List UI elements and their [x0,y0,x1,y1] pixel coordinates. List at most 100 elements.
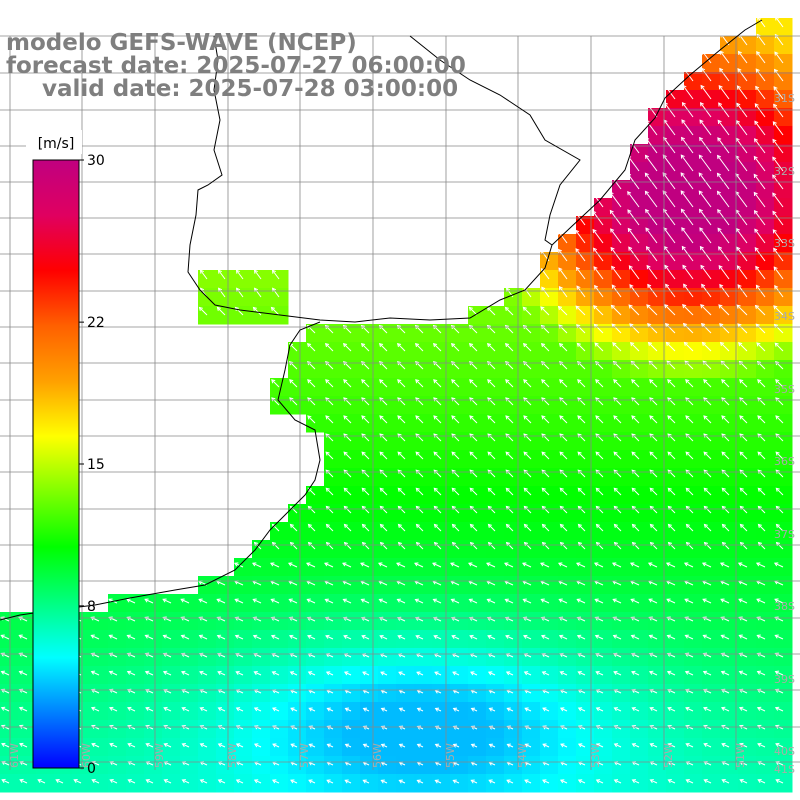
wind-speed-cell [648,144,667,163]
wind-arrow [756,562,766,568]
wind-speed-cell [522,558,541,577]
wind-arrow [684,562,694,568]
wind-speed-cell [558,288,577,307]
wind-arrow [1,634,10,640]
wind-arrow [680,190,694,208]
wind-arrow [613,451,622,460]
wind-arrow-head [774,724,780,729]
wind-arrow [702,342,712,352]
wind-arrow [650,524,658,532]
wind-arrow [398,524,406,532]
wind-arrow [397,397,406,406]
wind-arrow-head [666,652,672,657]
wind-arrow [630,342,640,352]
wind-arrow [469,307,478,316]
wind-speed-cell [288,702,307,721]
wind-arrow [722,542,730,550]
wind-speed-cell [630,288,649,307]
wind-arrow [254,288,262,298]
wind-arrow [344,506,352,514]
wind-arrow [632,707,640,712]
wind-arrow [91,707,100,712]
wind-arrow-head [595,707,601,712]
wind-arrow-head [522,342,528,348]
wind-arrow [612,342,622,352]
wind-arrow-head [144,670,150,675]
wind-arrow-head [719,323,724,328]
longitude-label: 53W [589,743,602,768]
wind-arrow [702,580,712,586]
wind-speed-cell [684,180,703,199]
wind-speed-cell [702,108,721,127]
wind-speed-cell [234,576,253,595]
wind-arrow [236,725,244,730]
wind-arrow-head [644,154,649,159]
wind-arrow [363,744,370,748]
wind-arrow [505,433,514,442]
wind-speed-cell [666,180,685,199]
wind-arrow [507,707,514,712]
wind-speed-cell [594,594,613,613]
wind-arrow-head [702,634,707,639]
wind-speed-cell [396,558,415,577]
wind-arrow-head [631,670,636,675]
wind-arrow [645,209,658,226]
wind-arrow [739,743,748,748]
wind-arrow-head [645,137,650,142]
wind-arrow-head [629,341,635,347]
wind-arrow [523,343,532,352]
wind-speed-cell [216,756,235,775]
wind-speed-cell [594,702,613,721]
wind-arrow-head [577,415,582,420]
wind-arrow [471,689,478,694]
wind-arrow [703,397,712,406]
wind-arrow-head [610,246,615,252]
wind-arrow [327,707,334,712]
wind-arrow [577,469,586,478]
wind-arrow-head [774,51,779,56]
wind-arrow [127,634,136,640]
wind-arrow [774,51,784,64]
wind-speed-cell [702,198,721,217]
wind-arrow [360,580,370,586]
wind-arrow [451,451,460,460]
wind-arrow [380,653,388,658]
wind-speed-cell [756,180,775,199]
wind-arrow [362,671,370,676]
wind-speed-cell [252,288,271,307]
wind-arrow [307,397,316,406]
wind-arrow [234,562,244,568]
wind-speed-cell [360,594,379,613]
wind-arrow [145,635,154,640]
wind-arrow [631,671,640,676]
wind-speed-cell [576,612,595,631]
wind-arrow-head [665,562,671,567]
wind-arrow-head [703,469,708,474]
wind-arrow-head [685,724,690,729]
wind-arrow [236,779,244,784]
wind-arrow [667,415,676,424]
wind-speed-cell [324,774,343,793]
wind-arrow-head [19,742,24,747]
wind-arrow-head [703,706,708,711]
wind-arrow [611,323,622,334]
wind-arrow [577,598,586,604]
wind-arrow [289,635,298,640]
wind-speed-cell [162,648,181,667]
wind-arrow [667,487,676,496]
wind-arrow-head [774,670,780,675]
wind-speed-cell [720,594,739,613]
wind-arrow [488,689,496,694]
wind-arrow-head [379,415,384,420]
title-line-3: valid date: 2025-07-28 03:00:00 [42,76,458,102]
wind-arrow [163,635,172,640]
wind-arrow [541,343,550,352]
longitude-label: 51W [734,743,747,768]
wind-arrow-head [396,598,401,603]
wind-speed-cell [144,702,163,721]
wind-speed-cell [306,612,325,631]
wind-arrow-head [684,360,689,365]
wind-arrow [718,265,730,280]
wind-speed-cell [702,594,721,613]
wind-arrow [595,671,604,676]
